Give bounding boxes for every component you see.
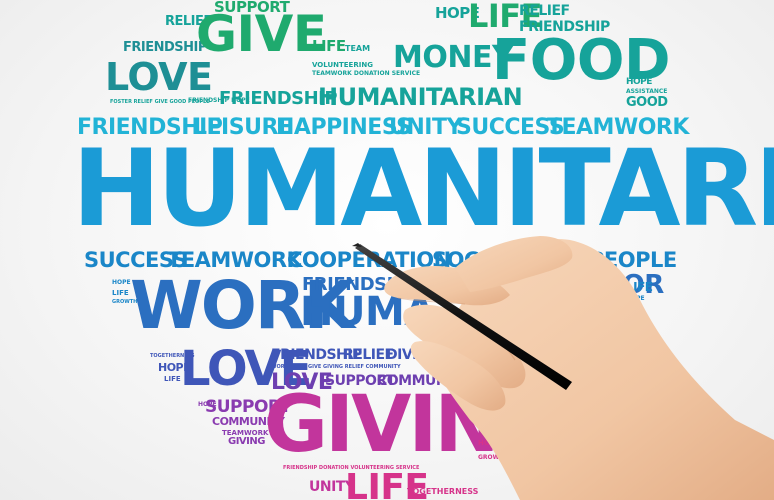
pen: [355, 244, 572, 390]
word-community-left: COMMUNITY: [212, 415, 285, 428]
word-friendship-mid: FRIENDSHIP: [219, 88, 338, 109]
word-togetherness-bottom: TOGETHERNESS: [407, 487, 479, 496]
word-support-mid: SUPPORT: [325, 373, 396, 389]
word-love: LOVE: [105, 55, 213, 99]
word-small-line-2: TEAMWORK DONATION SERVICE: [312, 70, 421, 77]
word-support-left: SUPPORT: [205, 397, 291, 417]
word-hope: HOPE: [435, 4, 480, 22]
word-happiness: HAPPINESS: [276, 115, 412, 140]
word-food: FOOD: [492, 28, 670, 93]
word-relief-row8: RELIEF: [343, 347, 394, 363]
word-friendship-row4: FRIENDSHIP: [77, 115, 223, 140]
word-unity-bottom: UNITY: [309, 479, 355, 495]
word-support: SUPPORT: [214, 0, 290, 16]
word-life-left-small: LIFE: [164, 375, 181, 383]
word-small-line-4: FOSTER RELIEF GIVE GOOD PEOPLE: [110, 99, 210, 105]
word-give: GIVE: [196, 5, 327, 63]
word-success: SUCCESS: [456, 115, 565, 140]
word-friendship-right: FRIENDSHIP: [519, 19, 610, 35]
word-life-small: LIFE: [312, 37, 346, 55]
word-hope-small: HOPE: [112, 279, 131, 286]
word-growth-bottom: GROWTH: [478, 454, 509, 461]
word-cooperation: COOPERATION: [287, 248, 451, 272]
word-leisure: LEISURE: [193, 115, 293, 140]
word-relief-right: RELIEF: [519, 3, 570, 19]
word-giving-left-small: GIVING: [228, 436, 265, 447]
word-small-line-5: WORK FOOD GIVE GIVING RELIEF COMMUNITY: [271, 364, 401, 370]
word-money: MONEY: [393, 40, 514, 75]
word-unity: UNITY: [389, 115, 462, 140]
word-success-row6: SUCCESS: [84, 248, 188, 272]
word-relief: RELIEF: [165, 14, 212, 29]
word-friendship: FRIENDSHIP: [123, 40, 207, 55]
word-hope-right: HOPE: [626, 77, 652, 87]
hand-index-finger: [455, 236, 573, 292]
word-love-small: LOVE: [271, 370, 333, 395]
word-good: GOOD: [626, 95, 668, 110]
word-assistance: ASSISTANCE: [626, 88, 668, 95]
word-love-big: LOVE: [180, 341, 312, 397]
word-life-bottom: LIFE: [345, 467, 429, 500]
word-life-tiny: LIFE: [112, 289, 129, 297]
word-life: LIFE: [468, 0, 543, 35]
word-teamwork-left: TEAMWORK: [222, 429, 269, 437]
word-growth: GROWTH: [112, 299, 138, 305]
word-small-line-6: FRIENDSHIP DONATION VOLUNTEERING SERVICE: [283, 465, 420, 471]
word-teamwork-row6: TEAMWORK: [167, 248, 303, 272]
word-togetherness: TOGETHERNESS: [150, 353, 195, 359]
word-team: TEAM: [345, 44, 371, 53]
hand-curled-fingers: [403, 304, 526, 389]
word-hope-left: HOPE: [158, 361, 191, 374]
word-small-line-3: FRIENDSHIP HOPE: [188, 97, 250, 104]
word-humanitarian-mid: HUMANITARIAN: [318, 83, 523, 111]
word-teamwork: TEAMWORK: [547, 115, 689, 140]
hand-palm: [430, 239, 774, 500]
word-friendship-row8: FRIENDSHIP: [271, 347, 362, 363]
word-work: WORK: [130, 267, 355, 344]
word-humanitarian-big: HUMANITARIAN: [72, 127, 774, 250]
word-volunteering: VOLUNTEERING: [312, 61, 373, 69]
word-hope-tiny: HOPE: [198, 401, 217, 408]
